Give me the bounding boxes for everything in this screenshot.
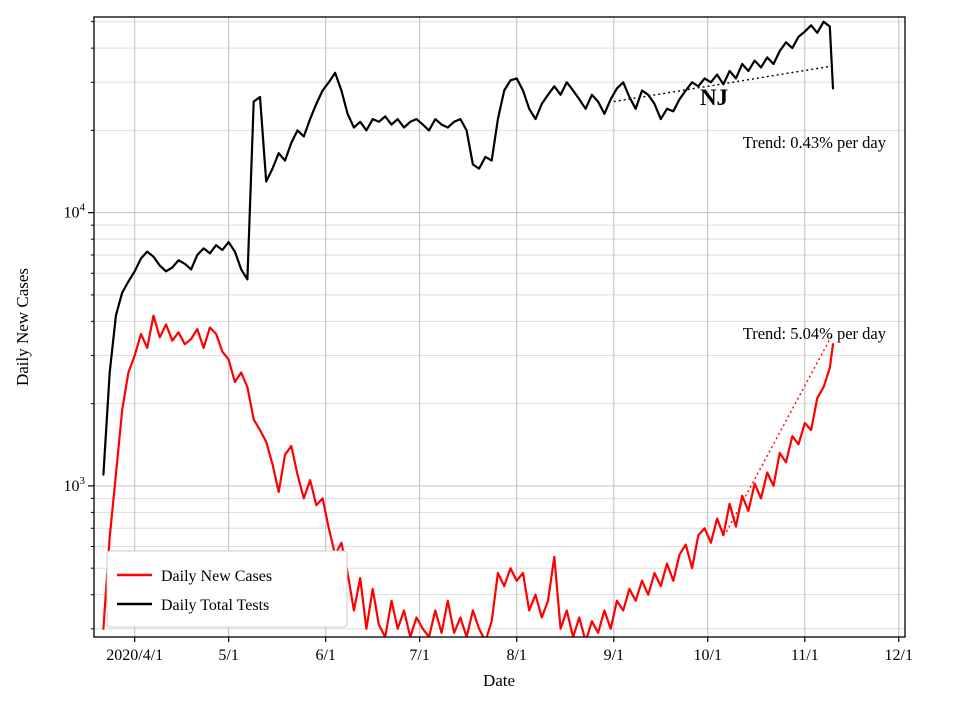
series-line-daily-new-cases xyxy=(102,314,835,637)
series-layer xyxy=(102,20,835,637)
x-tick-label: 9/1 xyxy=(604,647,624,664)
series-line-daily-total-tests xyxy=(102,20,835,476)
y-axis-label: Daily New Cases xyxy=(13,268,32,386)
x-tick-label: 8/1 xyxy=(506,647,526,664)
y-tick-label: 104 xyxy=(64,202,86,222)
x-tick-label: 10/1 xyxy=(694,647,722,664)
state-label: NJ xyxy=(700,85,728,110)
x-tick-label: 5/1 xyxy=(218,647,238,664)
x-tick-label: 6/1 xyxy=(315,647,335,664)
x-axis-label: Date xyxy=(483,671,515,690)
trend-annotation-tests: Trend: 0.43% per day xyxy=(743,133,887,152)
x-tick-label: 2020/4/1 xyxy=(106,647,163,664)
trend-line xyxy=(725,332,834,533)
axis-layer: 2020/4/1 5/1 6/1 7/1 8/1 9/1 10/1 11/1 12/1 103 10… xyxy=(64,21,913,664)
x-tick-label: 12/1 xyxy=(885,647,913,664)
trend-annotation-cases: Trend: 5.04% per day xyxy=(743,324,887,343)
y-tick-label: 103 xyxy=(64,475,86,495)
legend-label-daily-total-tests: Daily Total Tests xyxy=(161,597,269,614)
legend-label-daily-new-cases: Daily New Cases xyxy=(161,568,272,585)
x-tick-label: 11/1 xyxy=(791,647,819,664)
legend: Daily New Cases Daily Total Tests xyxy=(106,550,348,628)
legend-box xyxy=(106,550,348,628)
x-tick-label: 7/1 xyxy=(409,647,429,664)
plot-border xyxy=(93,16,906,638)
grid-layer xyxy=(94,17,905,637)
